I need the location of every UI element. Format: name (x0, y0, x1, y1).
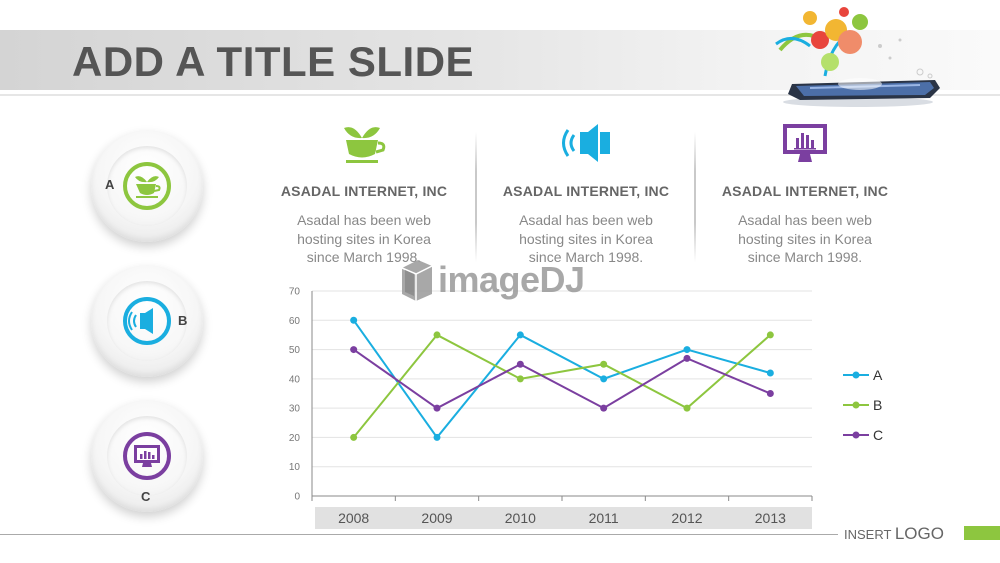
y-tick-label: 20 (289, 433, 301, 444)
info-column-1: ASADAL INTERNET, INC Asadal has been web… (254, 118, 474, 267)
series-a-point (433, 433, 441, 441)
series-b-point (600, 360, 608, 368)
series-b-point (683, 404, 691, 412)
column-divider-2 (694, 132, 696, 262)
series-c-line (353, 348, 771, 410)
info-heading-3: ASADAL INTERNET, INC (721, 183, 889, 199)
circle-letter-b: B (178, 313, 188, 328)
x-tick-label: 2012 (671, 510, 702, 526)
circle-badge-a[interactable]: A (91, 130, 203, 242)
series-a-point (516, 331, 524, 339)
y-tick-labels: 0 10 20 30 40 50 60 70 (289, 287, 301, 503)
info-column-2: ASADAL INTERNET, INC Asadal has been web… (476, 118, 696, 267)
series-c-point (600, 404, 608, 412)
speaker-icon (123, 297, 171, 345)
y-tick-label: 70 (289, 287, 301, 298)
legend-b-label: B (873, 397, 882, 413)
series-c-point (683, 354, 691, 362)
y-tick-label: 50 (289, 345, 301, 356)
series-c-point (433, 404, 441, 412)
x-tick-label: 2011 (589, 510, 619, 526)
y-tick-label: 30 (289, 404, 301, 415)
series-b-point (433, 331, 441, 339)
series-b-point (766, 331, 774, 339)
info-body-2: Asadal has been web hosting sites in Kor… (519, 212, 653, 265)
legend-a-marker (852, 371, 860, 379)
tablet-balloons-illustration (775, 7, 940, 107)
logo-label: LOGO (894, 524, 944, 543)
chart-legend: ABC (843, 367, 883, 443)
series-b-point (350, 433, 358, 441)
x-tick-label: 2009 (421, 510, 452, 526)
circle-badge-c[interactable]: C (91, 400, 203, 512)
series-b-line (352, 333, 771, 439)
speaker-icon (562, 124, 610, 162)
insert-label: INSERT (844, 527, 892, 542)
series-a-point (683, 346, 691, 354)
category-band: 2008 2009 2010 2011 2012 2013 (315, 507, 812, 529)
series-c-point (766, 390, 774, 397)
chart-axes (311, 291, 813, 501)
chart-series (350, 316, 774, 441)
legend-c-label: C (873, 427, 883, 443)
circle-letter-c: C (141, 489, 151, 504)
page-title: ADD A TITLE SLIDE (72, 38, 475, 85)
cup-plant-icon (344, 127, 386, 163)
monitor-chart-icon (123, 432, 171, 480)
legend-b-marker (852, 401, 860, 409)
insert-logo[interactable]: INSERT LOGO (844, 524, 944, 544)
info-body-1: Asadal has been web hosting sites in Kor… (297, 212, 431, 265)
y-tick-label: 40 (289, 374, 301, 385)
title-underline (0, 94, 1000, 96)
info-column-3: ASADAL INTERNET, INC Asadal has been web… (695, 118, 915, 267)
circle-letter-a: A (105, 177, 115, 192)
column-divider-1 (475, 132, 477, 262)
x-tick-label: 2010 (505, 510, 536, 526)
legend-a-label: A (873, 367, 883, 383)
x-tick-label: 2013 (755, 510, 786, 526)
y-tick-label: 60 (289, 316, 301, 327)
series-c-point (350, 346, 358, 354)
info-body-3: Asadal has been web hosting sites in Kor… (738, 212, 872, 265)
y-tick-label: 10 (289, 462, 301, 473)
series-b-point (516, 375, 524, 383)
circle-badge-b[interactable]: B (91, 265, 203, 377)
footer-accent-bar (964, 526, 1000, 540)
y-tick-label: 0 (294, 492, 300, 503)
series-a-point (350, 316, 358, 324)
info-heading-1: ASADAL INTERNET, INC (280, 183, 448, 199)
series-c-point (516, 360, 524, 368)
cup-plant-icon (123, 162, 171, 210)
info-heading-2: ASADAL INTERNET, INC (502, 183, 670, 199)
legend-c-marker (852, 431, 860, 439)
category-band-bg (315, 507, 812, 529)
series-a-line (352, 319, 771, 440)
x-tick-label: 2008 (338, 510, 369, 526)
monitor-chart-icon (783, 124, 827, 162)
footer-line (0, 534, 838, 535)
series-a-point (766, 369, 774, 377)
series-a-point (600, 375, 608, 383)
